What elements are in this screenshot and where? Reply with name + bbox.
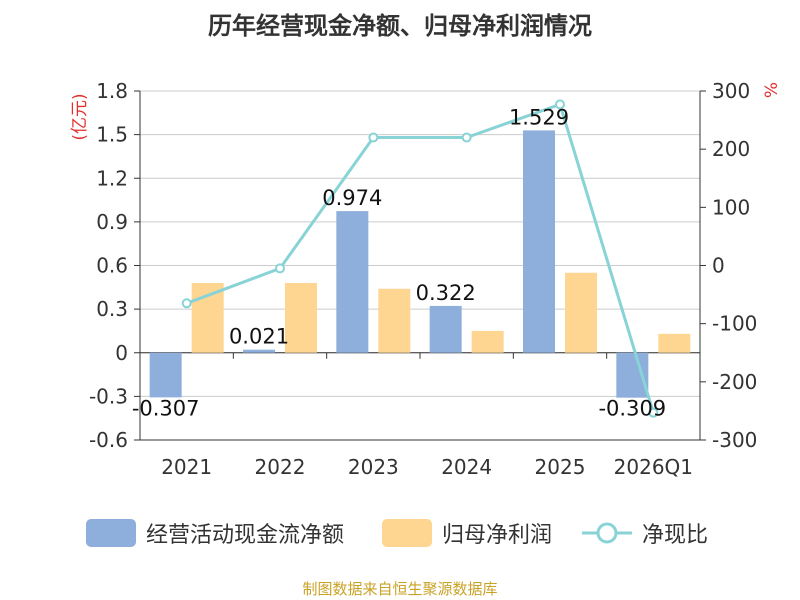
left-tick-label: 1.2: [96, 166, 128, 190]
right-tick-label: 100: [712, 195, 750, 219]
bar-cash-flow: [336, 211, 369, 353]
data-label: 0.021: [229, 325, 289, 349]
grid-lines: [140, 90, 700, 441]
category-label: 2022: [255, 455, 306, 479]
bar-net-profit: [285, 282, 317, 353]
legend-cash-flow-label: 经营活动现金流净额: [146, 523, 345, 548]
left-axis-unit: (亿元): [70, 93, 90, 140]
left-tick-label: 0.6: [96, 254, 128, 278]
legend-cash-flow[interactable]: 经营活动现金流净额: [86, 517, 344, 549]
left-tick-label: -0.6: [89, 428, 128, 452]
bar-cash-flow: [429, 305, 462, 353]
left-tick-label: 0.9: [96, 210, 128, 234]
data-label: -0.307: [132, 396, 200, 420]
data-label: 0.974: [322, 186, 382, 210]
ratio-point: [555, 99, 565, 110]
bar-net-profit: [658, 333, 691, 353]
ratio-line: [181, 99, 659, 418]
legend-net-profit-label: 归母净利润: [442, 523, 553, 548]
chart-title: 历年经营现金净额、归母净利润情况: [208, 12, 592, 40]
left-tick-label: 0: [115, 341, 128, 365]
ratio-line-path: [186, 102, 655, 414]
bar-net-profit: [378, 288, 411, 353]
legend-net-profit[interactable]: 归母净利润: [382, 517, 552, 549]
legend-ratio[interactable]: 净现比: [582, 517, 708, 549]
left-tick-label: 1.5: [96, 123, 128, 147]
source-note: 制图数据来自恒生聚源数据库: [302, 580, 498, 598]
category-label: 2021: [161, 455, 212, 479]
data-labels: -0.307 0.021 0.974 0.322 1.529 -0.309: [132, 105, 666, 420]
left-tick-label: 0.3: [96, 297, 128, 321]
bar-cash-flow: [523, 130, 555, 353]
category-label: 2023: [348, 455, 399, 479]
data-label: 1.529: [509, 105, 569, 129]
legend-cash-flow-swatch: [86, 519, 136, 547]
bar-net-profit: [471, 330, 504, 353]
right-axis-unit: %: [762, 82, 782, 98]
legend-ratio-swatch: [582, 522, 632, 544]
data-label: -0.309: [598, 397, 666, 421]
ratio-point: [275, 263, 285, 274]
right-tick-label: 0: [712, 254, 725, 278]
right-tick-label: -200: [712, 370, 757, 394]
bar-cash-flow: [149, 352, 182, 398]
bar-cash-flow: [243, 349, 275, 353]
right-tick-label: 200: [712, 137, 750, 161]
axes: 1.8 1.5 1.2 0.9 0.6 0.3 0 -0.3 -0.6 300 200 100 0 -10…: [89, 79, 757, 479]
category-label: 2025: [535, 455, 586, 479]
ratio-point: [461, 132, 472, 143]
ratio-point: [368, 132, 379, 143]
ratio-point: [181, 298, 192, 309]
right-tick-label: -100: [712, 312, 757, 336]
bars: [149, 130, 691, 398]
category-label: 2024: [441, 455, 492, 479]
ratio-point: [648, 407, 659, 418]
bar-net-profit: [565, 272, 597, 353]
right-tick-label: -300: [712, 428, 757, 452]
left-tick-label: -0.3: [89, 384, 128, 408]
category-label: 2026Q1: [614, 455, 693, 479]
bar-net-profit: [191, 282, 224, 353]
data-label: 0.322: [416, 281, 476, 305]
right-tick-label: 300: [712, 79, 750, 103]
legend-ratio-label: 净现比: [642, 523, 709, 548]
left-tick-label: 1.8: [96, 79, 128, 103]
legend-net-profit-swatch: [382, 519, 432, 547]
